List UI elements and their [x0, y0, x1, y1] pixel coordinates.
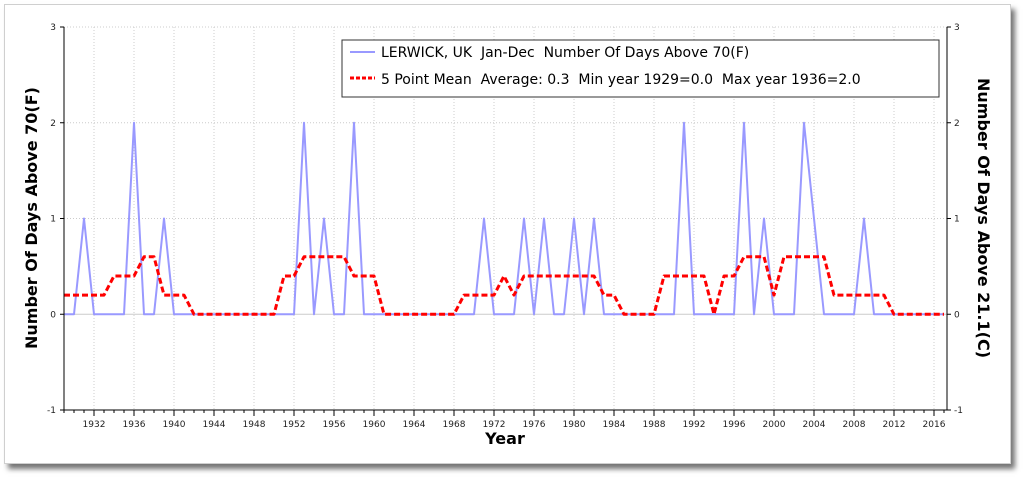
x-tick-label: 1976	[523, 420, 546, 430]
mean-line	[64, 255, 944, 316]
y-tick-label-left: 1	[50, 215, 56, 225]
x-tick-label: 1996	[723, 420, 746, 430]
x-tick-label: 1968	[443, 420, 466, 430]
legend-label-raw: LERWICK, UK Jan-Dec Number Of Days Above…	[381, 45, 749, 61]
x-tick-label: 1932	[83, 420, 106, 430]
tick-labels: -1 -1 0 0 1 1 2 2 3 3 1932 1936 1940 1944 1948 1952 1956…	[47, 23, 963, 430]
x-tick-label: 2000	[763, 420, 786, 430]
x-tick-label: 1944	[203, 420, 226, 430]
x-tick-label: 1992	[683, 420, 706, 430]
x-tick-label: 1960	[363, 420, 386, 430]
x-tick-label: 1956	[323, 420, 346, 430]
x-tick-label: 1952	[283, 420, 306, 430]
x-tick-label: 1980	[563, 420, 586, 430]
x-tick-label: 1948	[243, 420, 266, 430]
y-tick-label-right: 3	[954, 23, 960, 33]
x-tick-label: 1940	[163, 420, 186, 430]
x-tick-label: 1964	[403, 420, 426, 430]
x-tick-label: 1972	[483, 420, 506, 430]
legend: LERWICK, UK Jan-Dec Number Of Days Above…	[341, 39, 940, 98]
x-tick-label: 2016	[923, 420, 946, 430]
y-tick-label-left: -1	[47, 406, 56, 416]
y-axis-label-right: Number Of Days Above 21.1(C)	[974, 78, 993, 358]
x-tick-label: 2012	[883, 420, 906, 430]
y-tick-label-right: 1	[954, 215, 960, 225]
y-tick-label-right: 2	[954, 119, 960, 129]
y-tick-label-right: -1	[954, 406, 963, 416]
x-axis-label: Year	[484, 429, 525, 448]
y-tick-label-left: 2	[50, 119, 56, 129]
series-layer	[64, 121, 944, 316]
y-tick-label-left: 3	[50, 23, 56, 33]
x-tick-label: 1988	[643, 420, 666, 430]
x-tick-label: 2004	[803, 420, 826, 430]
y-tick-label-left: 0	[50, 310, 56, 320]
y-tick-label-right: 0	[954, 310, 960, 320]
x-tick-label: 2008	[843, 420, 866, 430]
legend-label-mean: 5 Point Mean Average: 0.3 Min year 1929=…	[381, 72, 861, 88]
x-tick-label: 1984	[603, 420, 626, 430]
axes	[60, 26, 951, 416]
legend-box	[341, 39, 940, 98]
y-axis-label: Number Of Days Above 70(F)	[22, 87, 41, 349]
x-tick-label: 1936	[123, 420, 146, 430]
